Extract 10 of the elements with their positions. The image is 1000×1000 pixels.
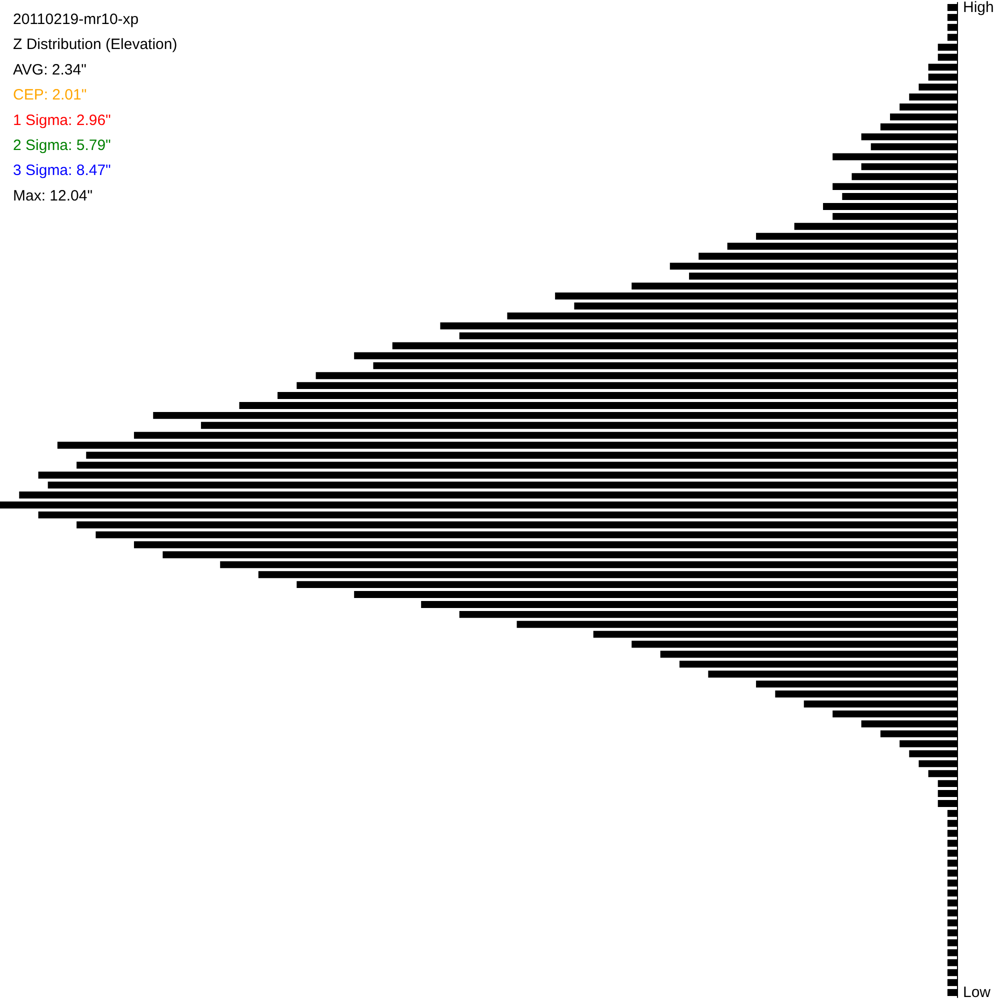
annotation: AVG: 2.34" xyxy=(13,61,86,78)
annotation: CEP: 2.01" xyxy=(13,86,87,104)
annotation: 1 Sigma: 2.96" xyxy=(13,112,111,129)
annotation: Max: 12.04" xyxy=(13,187,93,204)
text: 20110219-mr10-xp xyxy=(13,11,139,28)
annotation: 3 Sigma: 8.47" xyxy=(13,162,111,180)
text: Z Distribution (Elevation) xyxy=(13,36,178,54)
y-tick-label: Low xyxy=(963,984,991,1000)
y-tick-label: High xyxy=(963,0,994,16)
annotation: 2 Sigma: 5.79" xyxy=(13,137,111,154)
